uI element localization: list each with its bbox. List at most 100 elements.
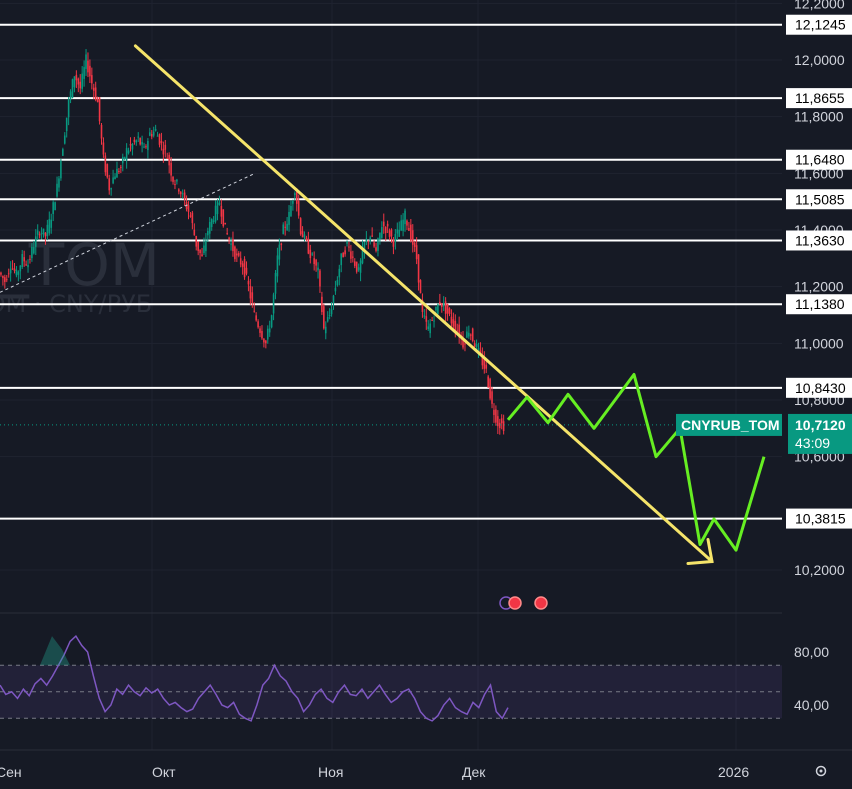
event-marker[interactable]: [508, 596, 522, 610]
rsi-tick-label: 80,00: [794, 644, 829, 660]
candle-body: [145, 146, 147, 148]
candle-body: [106, 164, 109, 178]
candle-body: [402, 219, 404, 231]
candle-body: [118, 171, 120, 173]
level-label: 11,5085: [795, 191, 845, 207]
candle-body: [247, 280, 250, 285]
candle-body: [162, 148, 165, 155]
candle-body: [2, 275, 4, 279]
candle-body: [493, 409, 495, 415]
price-axis[interactable]: 12,200012,000011,800011,600011,400011,20…: [782, 0, 852, 750]
symbol-badge-label: CNYRUB_TOM: [681, 417, 780, 433]
candle-body: [350, 251, 352, 259]
candle-body: [408, 227, 410, 231]
candle-body: [63, 135, 66, 144]
candle-body: [73, 76, 76, 88]
candle-body: [164, 144, 167, 150]
candle-body: [189, 215, 192, 217]
candle-body: [216, 201, 219, 215]
rsi-axis: 80,00 40,00: [794, 644, 829, 713]
candle-body: [210, 219, 213, 228]
level-label-box: [786, 14, 852, 35]
candle-body: [141, 142, 143, 145]
candle-body: [400, 220, 402, 231]
candle-body: [29, 258, 31, 260]
candle-body: [131, 144, 134, 150]
candle-body: [270, 315, 273, 328]
candle-body: [34, 236, 37, 247]
candle-body: [52, 202, 54, 215]
candle-body: [104, 155, 107, 173]
candle-body: [135, 140, 138, 143]
candle-body: [423, 315, 426, 317]
candle-body: [25, 264, 27, 266]
forecast-line[interactable]: [506, 373, 766, 552]
last-price-box: [788, 413, 852, 454]
settings-gear-icon[interactable]: [815, 765, 827, 777]
candle-body: [108, 178, 111, 191]
candle-body: [123, 157, 126, 159]
candle-body: [133, 139, 136, 142]
candle-body: [384, 227, 387, 234]
level-label: 10,8430: [795, 380, 846, 396]
candle-body: [174, 184, 176, 186]
candle-body: [83, 67, 85, 79]
level-labels: 12,1245 11,8655 11,6480 11,5085 11,3630 11,13…: [786, 14, 852, 529]
candle-body: [336, 280, 339, 286]
candle-body: [344, 250, 346, 255]
event-markers[interactable]: [499, 596, 548, 610]
candle-body: [305, 237, 308, 240]
trend-arrow[interactable]: [133, 44, 714, 565]
candle-body: [129, 144, 132, 146]
time-axis[interactable]: Сен Окт Ноя Дек 2026: [0, 749, 852, 780]
candle-body: [444, 301, 447, 314]
candle-body: [60, 160, 62, 179]
candle-body: [307, 238, 310, 254]
candle-body: [369, 237, 372, 242]
candle-body: [429, 323, 431, 334]
candle-body: [491, 391, 493, 404]
candle-body: [0, 272, 2, 275]
candle-body: [330, 309, 333, 315]
dashed-trendline[interactable]: [0, 172, 256, 293]
candle-body: [388, 230, 391, 237]
candle-body: [489, 378, 491, 399]
candle-body: [379, 232, 381, 240]
candle-body: [404, 210, 406, 225]
candle-body: [471, 328, 474, 342]
candle-body: [324, 326, 327, 334]
candle-body: [373, 242, 375, 247]
candle-body: [50, 219, 53, 228]
candle-body: [195, 235, 198, 247]
candle-body: [71, 79, 74, 98]
candle-body: [222, 209, 225, 227]
forecast-path[interactable]: [506, 373, 766, 552]
candle-body: [398, 229, 401, 237]
candle-body: [355, 261, 358, 272]
candle-body: [363, 242, 366, 252]
candle-body: [46, 224, 49, 237]
grid: [0, 0, 782, 750]
candle-body: [232, 239, 234, 252]
candle-body: [481, 355, 484, 366]
candle-body: [149, 132, 151, 136]
candle-body: [390, 229, 393, 237]
candle-body: [67, 99, 70, 118]
candle-body: [17, 271, 20, 275]
candle-body: [365, 238, 368, 243]
candle-body: [120, 166, 122, 168]
candle-body: [377, 238, 379, 252]
candle-body: [176, 179, 178, 182]
price-tick-label: 11,8000: [794, 109, 844, 125]
trend-arrow-line[interactable]: [133, 44, 714, 563]
horizontal-levels[interactable]: [0, 23, 782, 520]
event-marker[interactable]: [534, 596, 548, 610]
candle-body: [48, 219, 51, 234]
candle-body: [9, 269, 12, 274]
candle-body: [179, 191, 182, 195]
candle-body: [265, 340, 267, 344]
rsi-pane: [0, 634, 782, 722]
candle-body: [21, 253, 24, 267]
candle-body: [5, 279, 8, 281]
